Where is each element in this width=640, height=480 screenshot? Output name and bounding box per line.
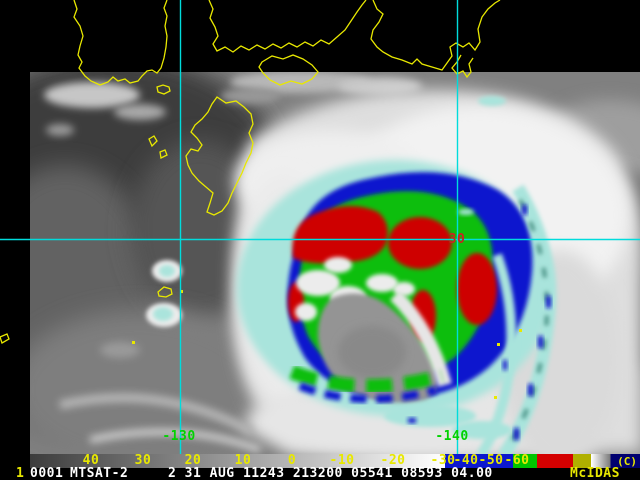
image-datetime-info: 2 31 AUG 11243 213200 05541 08593 04.00 bbox=[168, 466, 493, 480]
coastline-overlay bbox=[0, 0, 501, 344]
colorbar-unit-label: (C) bbox=[617, 455, 637, 468]
colorbar-tick-m60: -60 bbox=[504, 453, 530, 468]
ir-enhancement-colorbar: (C) bbox=[30, 454, 640, 468]
image-number: 0001 bbox=[30, 466, 64, 480]
colorbar-tick-30: 30 bbox=[134, 453, 152, 468]
latitude-label-30: 30 bbox=[449, 232, 466, 247]
colorbar-tick-m10: -10 bbox=[329, 453, 355, 468]
colorbar-tick-m50: -50 bbox=[478, 453, 504, 468]
mcidas-brand: McIDAS bbox=[570, 466, 620, 480]
colorbar-tick-m30: -30 bbox=[430, 453, 456, 468]
colorbar-tick-m20: -20 bbox=[380, 453, 406, 468]
colorbar-tick-20: 20 bbox=[184, 453, 202, 468]
satellite-name: MTSAT-2 bbox=[70, 466, 129, 480]
colorbar-tick-10: 10 bbox=[234, 453, 252, 468]
colorbar-tick-0: 0 bbox=[287, 453, 297, 468]
frame-number: 1 bbox=[16, 466, 25, 480]
longitude-label-140: -140 bbox=[435, 429, 468, 444]
colorbar-tick-40: 40 bbox=[82, 453, 100, 468]
ir-imagery-layer bbox=[30, 72, 640, 454]
latlon-grid-overlay bbox=[0, 0, 640, 467]
longitude-label-130: -130 bbox=[162, 429, 195, 444]
island-dot-markers bbox=[132, 290, 522, 399]
status-bar: 1 0001 MTSAT-2 2 31 AUG 11243 213200 055… bbox=[0, 466, 640, 480]
colorbar-tick-m40: -40 bbox=[453, 453, 479, 468]
